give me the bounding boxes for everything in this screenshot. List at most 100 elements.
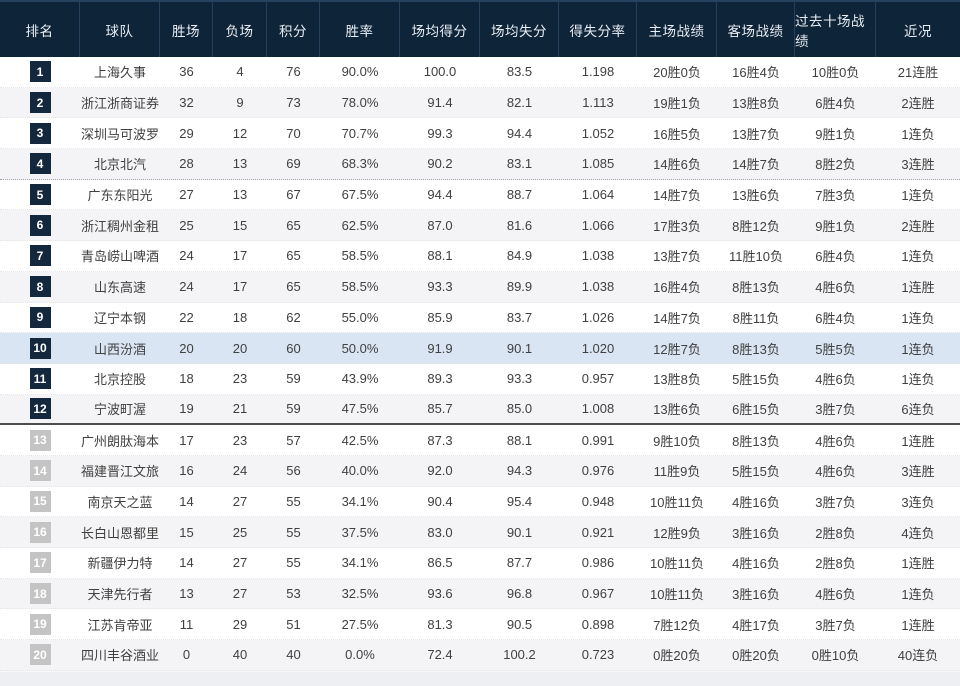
last10-record-cell: 7胜3负 <box>815 188 856 204</box>
home-record-cell: 13胜7负 <box>653 249 701 265</box>
streak-cell: 1连负 <box>901 341 935 357</box>
table-row-rank-14[interactable]: 14 福建晋江文旅 16 24 56 40.0% 92.0 94.3 0.976 11胜9负 5胜1… <box>0 455 960 487</box>
footer-strip <box>0 670 960 686</box>
ratio-cell: 0.948 <box>581 493 615 509</box>
rank-badge: 1 <box>29 61 51 83</box>
table-row-rank-15[interactable]: 15 南京天之蓝 14 27 55 34.1% 90.4 95.4 0.948 10胜11负 4胜1… <box>0 486 960 518</box>
home-record-cell: 14胜7负 <box>653 310 701 326</box>
table-row-rank-7[interactable]: 7 青岛崂山啤酒 24 17 65 58.5% 88.1 84.9 1.038 13胜7负 11胜1… <box>0 241 960 272</box>
rank-cell: 12 <box>0 395 80 424</box>
points-for-cell: 99.3 <box>427 125 453 141</box>
away-record-cell: 6胜15负 <box>732 402 780 418</box>
table-row-rank-4[interactable]: 4 北京北汽 28 13 69 68.3% 90.2 83.1 1.085 14胜6负 14胜7负 8… <box>0 149 960 180</box>
away-record-cell: 3胜16负 <box>732 525 780 541</box>
points-cell: 65 <box>286 217 301 233</box>
win-rate-cell: 58.5% <box>341 279 379 295</box>
points-against-cell: 100.2 <box>503 647 536 663</box>
away-record-cell: 8胜13负 <box>732 341 780 357</box>
losses-cell: 9 <box>236 95 244 111</box>
ratio-cell: 0.967 <box>581 586 615 602</box>
table-row-rank-6[interactable]: 6 浙江稠州金租 25 15 65 62.5% 87.0 81.6 1.066 17胜3负 8胜12… <box>0 210 960 242</box>
losses-cell: 17 <box>232 248 248 264</box>
points-for-cell: 89.3 <box>427 371 453 387</box>
losses-cell: 29 <box>232 616 248 632</box>
win-rate-cell: 70.7% <box>341 125 379 141</box>
table-row-rank-3[interactable]: 3 深圳马可波罗 29 12 70 70.7% 99.3 94.4 1.052 16胜5负 13胜7… <box>0 118 960 150</box>
points-cell: 40 <box>286 647 301 663</box>
streak-cell: 1连胜 <box>901 280 935 296</box>
points-for-cell: 94.4 <box>427 187 453 203</box>
losses-cell: 23 <box>232 371 248 387</box>
last10-record-cell: 4胜6负 <box>815 372 856 388</box>
table-header: 排名 球队 胜场 负场 积分 胜率 场均得分 场均失分 得失分率 主场战绩 客场战绩 过去十场战绩 近况 <box>0 0 960 57</box>
points-against-cell: 88.1 <box>506 432 533 448</box>
wins-cell: 14 <box>179 493 194 509</box>
table-row-rank-18[interactable]: 18 天津先行者 13 27 53 32.5% 93.6 96.8 0.967 10胜11负 3胜1… <box>0 578 960 610</box>
points-against-cell: 93.3 <box>506 371 533 387</box>
team-cell: 天津先行者 <box>87 587 153 603</box>
last10-record-cell: 6胜4负 <box>815 249 856 265</box>
table-row-rank-20[interactable]: 20 四川丰谷酒业 0 40 40 0.0% 72.4 100.2 0.723 0胜20负 0胜20… <box>0 640 960 671</box>
last10-record-cell: 9胜1负 <box>815 126 856 142</box>
rank-badge: 7 <box>29 245 51 267</box>
rank-badge: 4 <box>29 153 51 175</box>
ratio-cell: 1.198 <box>581 64 615 80</box>
points-against-cell: 95.4 <box>506 493 533 509</box>
team-cell: 浙江稠州金租 <box>80 218 159 234</box>
table-row-rank-16[interactable]: 16 长白山恩都里 15 25 55 37.5% 83.0 90.1 0.921 12胜9负 3胜1… <box>0 517 960 548</box>
points-against-cell: 89.9 <box>506 279 533 295</box>
rank-badge: 10 <box>29 337 51 359</box>
home-record-cell: 16胜5负 <box>653 126 701 142</box>
away-record-cell: 13胜8负 <box>732 96 780 112</box>
ratio-cell: 0.986 <box>581 555 615 571</box>
team-cell: 青岛崂山啤酒 <box>80 249 159 265</box>
points-for-cell: 87.3 <box>427 432 453 448</box>
away-record-cell: 8胜11负 <box>732 310 780 326</box>
away-record-cell: 8胜12负 <box>732 218 780 234</box>
streak-cell: 21连胜 <box>897 65 939 81</box>
table-row-rank-11[interactable]: 11 北京控股 18 23 59 43.9% 89.3 93.3 0.957 13胜8负 5胜15负… <box>0 363 960 395</box>
last10-record-cell: 8胜2负 <box>815 157 856 173</box>
rank-badge: 13 <box>29 429 51 451</box>
table-row-rank-5[interactable]: 5 广东东阳光 27 13 67 67.5% 94.4 88.7 1.064 14胜7负 13胜6负… <box>0 179 960 211</box>
table-row-rank-2[interactable]: 2 浙江浙商证券 32 9 73 78.0% 91.4 82.1 1.113 19胜1负 13胜8负… <box>0 87 960 119</box>
away-record-cell: 11胜10负 <box>729 249 783 265</box>
points-cell: 59 <box>286 401 301 417</box>
table-row-rank-19[interactable]: 19 江苏肯帝亚 11 29 51 27.5% 81.3 90.5 0.898 7胜12负 4胜17… <box>0 609 960 641</box>
last10-record-cell: 6胜4负 <box>815 310 856 326</box>
points-against-cell: 87.7 <box>506 555 533 571</box>
points-for-cell: 85.7 <box>427 401 453 417</box>
points-cell: 67 <box>286 187 301 203</box>
home-record-cell: 10胜11负 <box>650 556 704 572</box>
rank-badge: 20 <box>29 644 51 666</box>
home-record-cell: 12胜7负 <box>653 341 701 357</box>
points-cell: 76 <box>286 64 301 80</box>
table-row-rank-17[interactable]: 17 新疆伊力特 14 27 55 34.1% 86.5 87.7 0.986 10胜11负 4胜1… <box>0 548 960 579</box>
table-row-rank-10[interactable]: 10 山西汾酒 20 20 60 50.0% 91.9 90.1 1.020 12胜7负 8胜13负… <box>0 333 960 364</box>
streak-cell: 1连负 <box>901 126 935 142</box>
ratio-cell: 1.085 <box>581 156 615 172</box>
win-rate-cell: 43.9% <box>341 371 379 387</box>
points-against-cell: 90.5 <box>506 616 533 632</box>
column-header-win_rate: 胜率 <box>320 2 400 57</box>
rank-cell: 9 <box>0 303 80 333</box>
losses-cell: 24 <box>232 463 248 479</box>
table-row-rank-13[interactable]: 13 广州朗肽海本 17 23 57 42.5% 87.3 88.1 0.991 9胜10负 8胜1… <box>0 425 960 456</box>
home-record-cell: 19胜1负 <box>653 96 701 112</box>
team-cell: 宁波町渥 <box>93 402 146 418</box>
rank-cell: 3 <box>0 118 80 148</box>
wins-cell: 36 <box>179 64 194 80</box>
table-body: 1 上海久事 36 4 76 90.0% 100.0 83.5 1.198 20胜0负 16胜4负 1… <box>0 57 960 671</box>
table-row-rank-12[interactable]: 12 宁波町渥 19 21 59 47.5% 85.7 85.0 1.008 13胜6负 6胜15负… <box>0 394 960 426</box>
column-header-home_record: 主场战绩 <box>637 2 717 57</box>
points-for-cell: 87.0 <box>427 217 453 233</box>
win-rate-cell: 58.5% <box>341 248 379 264</box>
table-row-rank-1[interactable]: 1 上海久事 36 4 76 90.0% 100.0 83.5 1.198 20胜0负 16胜4负 1… <box>0 57 960 88</box>
points-cell: 65 <box>286 248 301 264</box>
rank-cell: 7 <box>0 241 80 271</box>
rank-badge: 11 <box>29 368 51 390</box>
win-rate-cell: 34.1% <box>341 555 379 571</box>
table-row-rank-9[interactable]: 9 辽宁本钢 22 18 62 55.0% 85.9 83.7 1.026 14胜7负 8胜11负 6… <box>0 302 960 334</box>
losses-cell: 20 <box>232 340 248 356</box>
table-row-rank-8[interactable]: 8 山东高速 24 17 65 58.5% 93.3 89.9 1.038 16胜4负 8胜13负 4… <box>0 271 960 303</box>
